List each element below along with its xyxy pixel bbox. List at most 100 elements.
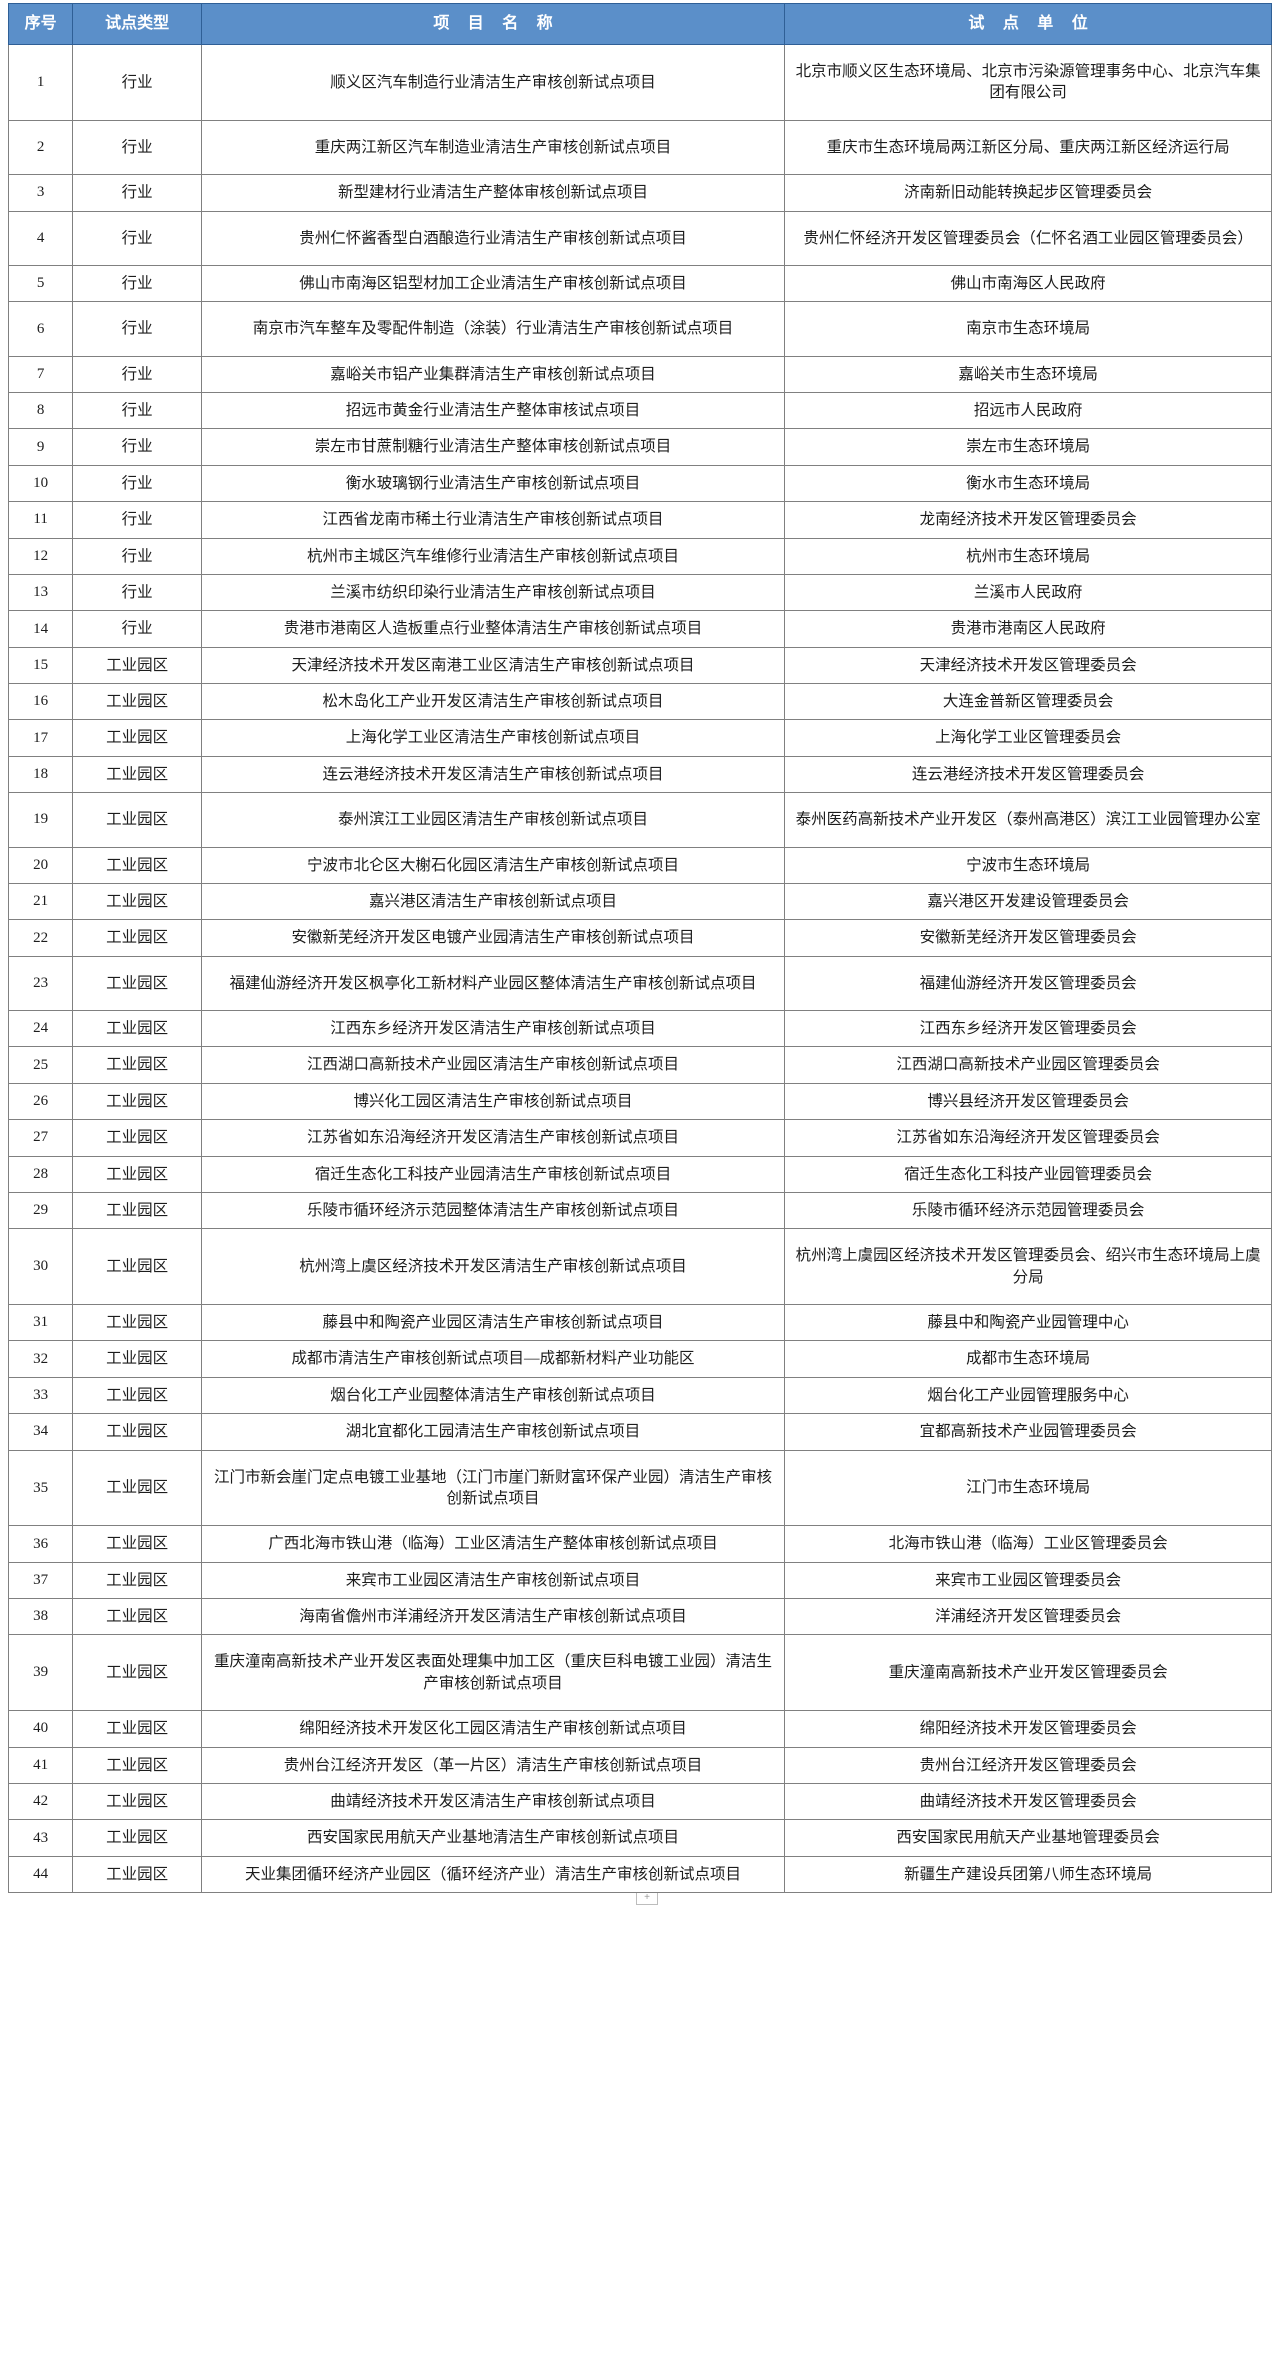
cell-pilot-type[interactable]: 工业园区 [72,1228,202,1305]
table-row[interactable]: 40 工业园区 绵阳经济技术开发区化工园区清洁生产审核创新试点项目 绵阳经济技术开发区… [7,1710,1272,1748]
cell-pilot-unit[interactable]: 宁波市生态环境局 [784,846,1272,884]
cell-pilot-unit[interactable]: 衡水市生态环境局 [784,464,1272,503]
table-row[interactable]: 19 工业园区 泰州滨江工业园区清洁生产审核创新试点项目 泰州医药高新技术产业开发区（… [7,792,1272,848]
cell-pilot-unit[interactable]: 贵州台江经济开发区管理委员会 [784,1746,1272,1784]
cell-pilot-unit[interactable]: 崇左市生态环境局 [784,428,1272,466]
cell-sequence-number[interactable]: 29 [7,1191,74,1230]
table-row[interactable]: 41 工业园区 贵州台江经济开发区（革一片区）清洁生产审核创新试点项目 贵州台江经济开… [7,1746,1272,1784]
cell-pilot-unit[interactable]: 绵阳经济技术开发区管理委员会 [784,1710,1272,1748]
cell-project-name[interactable]: 江西省龙南市稀土行业清洁生产审核创新试点项目 [200,501,786,539]
table-row[interactable]: 44 工业园区 天业集团循环经济产业园区（循环经济产业）清洁生产审核创新试点项目 新疆… [7,1855,1272,1894]
cell-project-name[interactable]: 曲靖经济技术开发区清洁生产审核创新试点项目 [200,1782,786,1821]
cell-pilot-type[interactable]: 行业 [72,44,202,121]
cell-pilot-unit[interactable]: 龙南经济技术开发区管理委员会 [784,501,1272,539]
cell-project-name[interactable]: 乐陵市循环经济示范园整体清洁生产审核创新试点项目 [200,1191,786,1230]
table-row[interactable]: 20 工业园区 宁波市北仑区大榭石化园区清洁生产审核创新试点项目 宁波市生态环境局 [7,846,1272,884]
cell-project-name[interactable]: 西安国家民用航天产业基地清洁生产审核创新试点项目 [200,1819,786,1857]
cell-pilot-unit[interactable]: 兰溪市人民政府 [784,573,1272,612]
column-header-project-name[interactable]: 项 目 名 称 [200,3,786,45]
cell-sequence-number[interactable]: 17 [7,719,74,757]
table-row[interactable]: 7 行业 嘉峪关市铝产业集群清洁生产审核创新试点项目 嘉峪关市生态环境局 [7,355,1272,394]
cell-pilot-unit[interactable]: 连云港经济技术开发区管理委员会 [784,755,1272,794]
table-row[interactable]: 9 行业 崇左市甘蔗制糖行业清洁生产整体审核创新试点项目 崇左市生态环境局 [7,428,1272,466]
cell-sequence-number[interactable]: 2 [7,119,74,176]
cell-pilot-unit[interactable]: 杭州湾上虞园区经济技术开发区管理委员会、绍兴市生态环境局上虞分局 [784,1228,1272,1305]
column-header-pilot-unit[interactable]: 试 点 单 位 [784,3,1272,45]
cell-sequence-number[interactable]: 7 [7,355,74,394]
cell-project-name[interactable]: 泰州滨江工业园区清洁生产审核创新试点项目 [200,792,786,848]
table-row[interactable]: 29 工业园区 乐陵市循环经济示范园整体清洁生产审核创新试点项目 乐陵市循环经济示范园… [7,1191,1272,1230]
cell-sequence-number[interactable]: 24 [7,1009,74,1048]
cell-sequence-number[interactable]: 18 [7,755,74,794]
table-row[interactable]: 4 行业 贵州仁怀酱香型白酒酿造行业清洁生产审核创新试点项目 贵州仁怀经济开发区管理委… [7,210,1272,266]
cell-pilot-unit[interactable]: 招远市人民政府 [784,391,1272,430]
cell-project-name[interactable]: 重庆潼南高新技术产业开发区表面处理集中加工区（重庆巨科电镀工业园）清洁生产审核创… [200,1634,786,1712]
cell-sequence-number[interactable]: 44 [7,1855,74,1894]
cell-project-name[interactable]: 嘉峪关市铝产业集群清洁生产审核创新试点项目 [200,355,786,394]
cell-pilot-unit[interactable]: 佛山市南海区人民政府 [784,264,1272,303]
cell-pilot-type[interactable]: 行业 [72,573,202,612]
table-row[interactable]: 22 工业园区 安徽新芜经济开发区电镀产业园清洁生产审核创新试点项目 安徽新芜经济开发… [7,919,1272,957]
cell-project-name[interactable]: 佛山市南海区铝型材加工企业清洁生产审核创新试点项目 [200,264,786,303]
cell-pilot-type[interactable]: 工业园区 [72,646,202,685]
cell-sequence-number[interactable]: 12 [7,537,74,575]
add-sheet-button[interactable]: + [636,1893,658,1905]
cell-pilot-type[interactable]: 工业园区 [72,1340,202,1378]
table-row[interactable]: 17 工业园区 上海化学工业区清洁生产审核创新试点项目 上海化学工业区管理委员会 [7,719,1272,757]
cell-project-name[interactable]: 成都市清洁生产审核创新试点项目—成都新材料产业功能区 [200,1340,786,1378]
cell-pilot-type[interactable]: 工业园区 [72,719,202,757]
cell-sequence-number[interactable]: 5 [7,264,74,303]
table-row[interactable]: 14 行业 贵港市港南区人造板重点行业整体清洁生产审核创新试点项目 贵港市港南区人民政… [7,610,1272,648]
cell-sequence-number[interactable]: 15 [7,646,74,685]
table-row[interactable]: 1 行业 顺义区汽车制造行业清洁生产审核创新试点项目 北京市顺义区生态环境局、北京市污… [7,44,1272,121]
cell-pilot-type[interactable]: 行业 [72,537,202,575]
table-row[interactable]: 27 工业园区 江苏省如东沿海经济开发区清洁生产审核创新试点项目 江苏省如东沿海经济开… [7,1119,1272,1157]
cell-sequence-number[interactable]: 22 [7,919,74,957]
cell-sequence-number[interactable]: 9 [7,428,74,466]
table-row[interactable]: 24 工业园区 江西东乡经济开发区清洁生产审核创新试点项目 江西东乡经济开发区管理委员… [7,1009,1272,1048]
cell-pilot-type[interactable]: 工业园区 [72,1710,202,1748]
cell-project-name[interactable]: 福建仙游经济开发区枫亭化工新材料产业园区整体清洁生产审核创新试点项目 [200,955,786,1012]
table-row[interactable]: 11 行业 江西省龙南市稀土行业清洁生产审核创新试点项目 龙南经济技术开发区管理委员会 [7,501,1272,539]
cell-pilot-type[interactable]: 工业园区 [72,1449,202,1527]
cell-sequence-number[interactable]: 32 [7,1340,74,1378]
cell-project-name[interactable]: 江门市新会崖门定点电镀工业基地（江门市崖门新财富环保产业园）清洁生产审核创新试点… [200,1449,786,1527]
cell-project-name[interactable]: 连云港经济技术开发区清洁生产审核创新试点项目 [200,755,786,794]
table-row[interactable]: 39 工业园区 重庆潼南高新技术产业开发区表面处理集中加工区（重庆巨科电镀工业园）清… [7,1634,1272,1712]
table-row[interactable]: 30 工业园区 杭州湾上虞区经济技术开发区清洁生产审核创新试点项目 杭州湾上虞园区经济… [7,1228,1272,1305]
cell-project-name[interactable]: 杭州市主城区汽车维修行业清洁生产审核创新试点项目 [200,537,786,575]
cell-sequence-number[interactable]: 42 [7,1782,74,1821]
cell-sequence-number[interactable]: 10 [7,464,74,503]
cell-pilot-type[interactable]: 工业园区 [72,1597,202,1636]
table-row[interactable]: 12 行业 杭州市主城区汽车维修行业清洁生产审核创新试点项目 杭州市生态环境局 [7,537,1272,575]
cell-pilot-unit[interactable]: 大连金普新区管理委员会 [784,682,1272,721]
cell-pilot-type[interactable]: 工业园区 [72,1191,202,1230]
cell-sequence-number[interactable]: 30 [7,1228,74,1305]
cell-project-name[interactable]: 新型建材行业清洁生产整体审核创新试点项目 [200,174,786,212]
table-row[interactable]: 2 行业 重庆两江新区汽车制造业清洁生产审核创新试点项目 重庆市生态环境局两江新区分局… [7,119,1272,176]
cell-pilot-type[interactable]: 工业园区 [72,1303,202,1342]
table-row[interactable]: 16 工业园区 松木岛化工产业开发区清洁生产审核创新试点项目 大连金普新区管理委员会 [7,682,1272,721]
cell-pilot-unit[interactable]: 江苏省如东沿海经济开发区管理委员会 [784,1119,1272,1157]
cell-pilot-type[interactable]: 工业园区 [72,1119,202,1157]
cell-pilot-type[interactable]: 行业 [72,391,202,430]
cell-pilot-unit[interactable]: 天津经济技术开发区管理委员会 [784,646,1272,685]
cell-pilot-type[interactable]: 行业 [72,210,202,266]
table-row[interactable]: 3 行业 新型建材行业清洁生产整体审核创新试点项目 济南新旧动能转换起步区管理委员会 [7,174,1272,212]
cell-sequence-number[interactable]: 27 [7,1119,74,1157]
cell-pilot-type[interactable]: 行业 [72,464,202,503]
cell-project-name[interactable]: 安徽新芜经济开发区电镀产业园清洁生产审核创新试点项目 [200,919,786,957]
cell-pilot-type[interactable]: 工业园区 [72,1009,202,1048]
table-row[interactable]: 37 工业园区 来宾市工业园区清洁生产审核创新试点项目 来宾市工业园区管理委员会 [7,1561,1272,1600]
cell-pilot-unit[interactable]: 北京市顺义区生态环境局、北京市污染源管理事务中心、北京汽车集团有限公司 [784,44,1272,121]
cell-sequence-number[interactable]: 3 [7,174,74,212]
cell-pilot-type[interactable]: 工业园区 [72,919,202,957]
cell-project-name[interactable]: 来宾市工业园区清洁生产审核创新试点项目 [200,1561,786,1600]
cell-pilot-unit[interactable]: 乐陵市循环经济示范园管理委员会 [784,1191,1272,1230]
cell-sequence-number[interactable]: 26 [7,1082,74,1121]
table-row[interactable]: 13 行业 兰溪市纺织印染行业清洁生产审核创新试点项目 兰溪市人民政府 [7,573,1272,612]
table-row[interactable]: 15 工业园区 天津经济技术开发区南港工业区清洁生产审核创新试点项目 天津经济技术开发… [7,646,1272,685]
cell-pilot-unit[interactable]: 泰州医药高新技术产业开发区（泰州高港区）滨江工业园管理办公室 [784,792,1272,848]
cell-pilot-type[interactable]: 行业 [72,174,202,212]
cell-pilot-type[interactable]: 工业园区 [72,1082,202,1121]
